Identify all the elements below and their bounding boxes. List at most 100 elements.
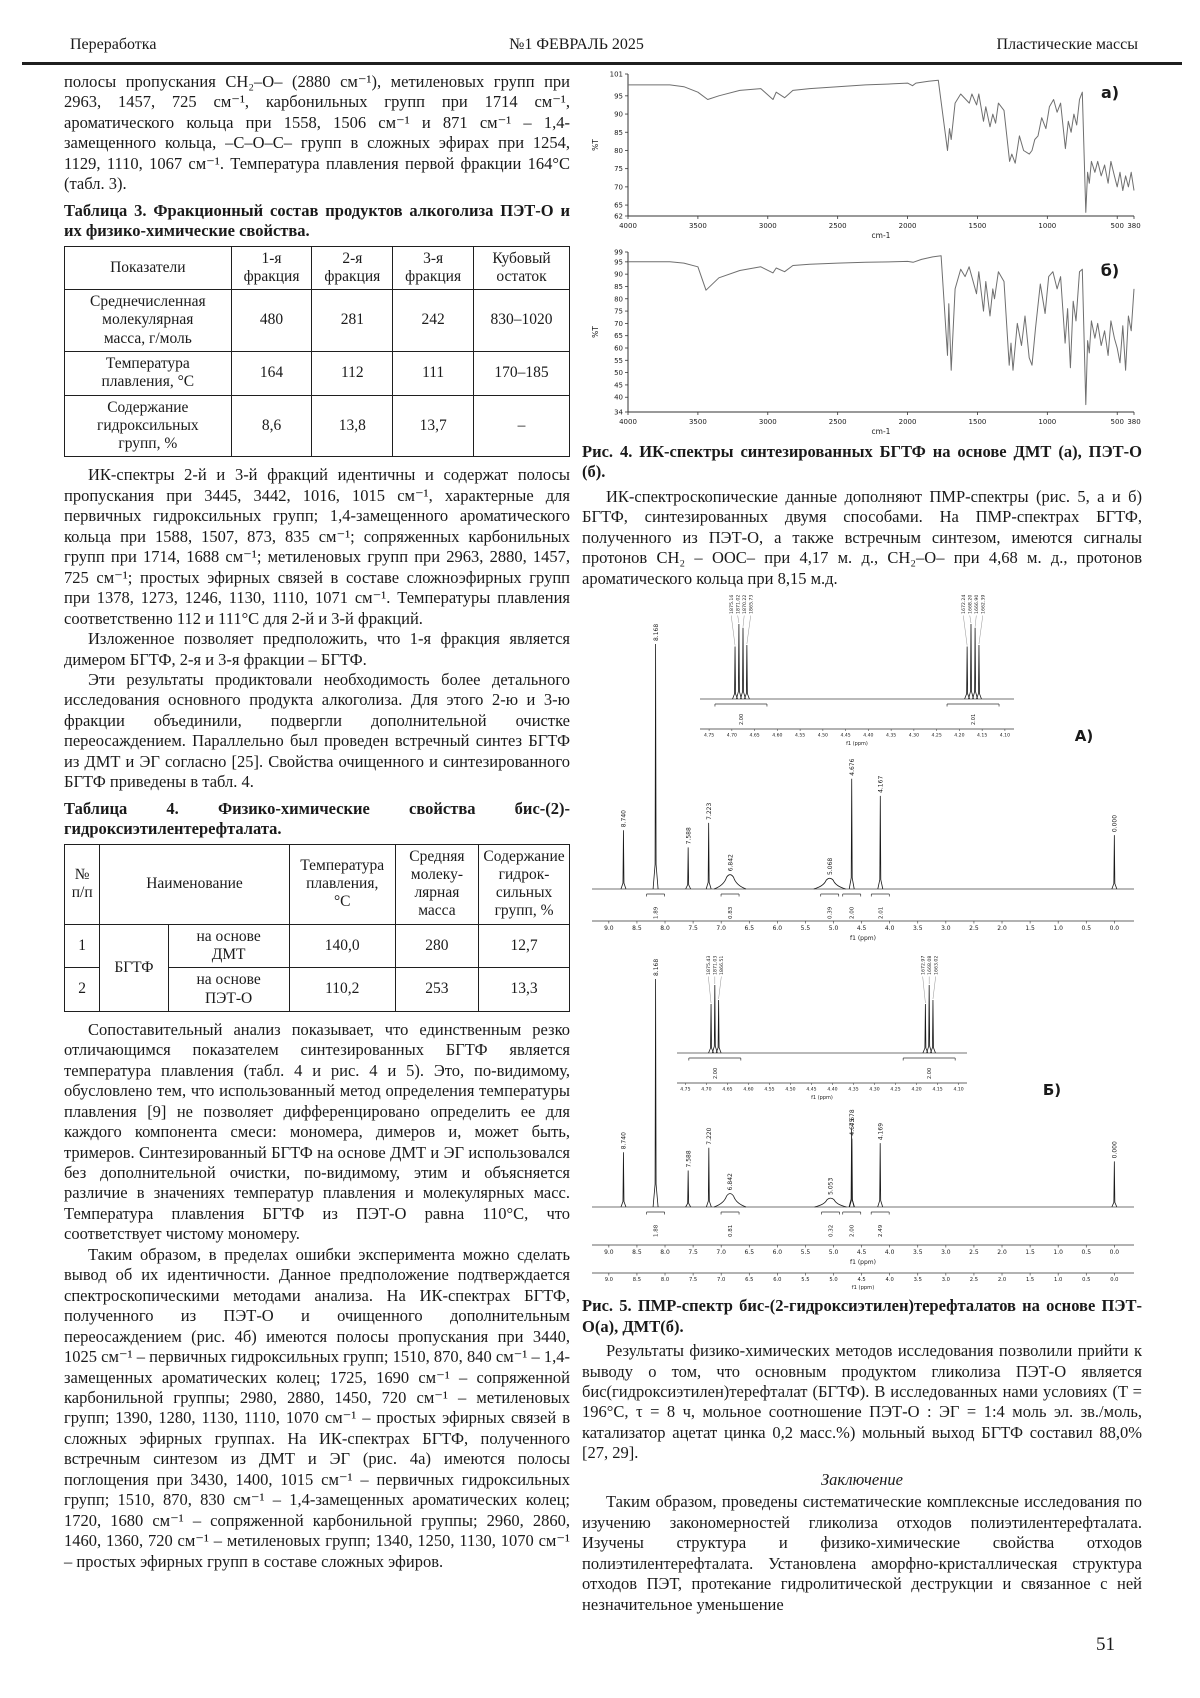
paragraph: ИК-спектры 2-й и 3-й фракций идентичны и… bbox=[64, 465, 570, 628]
svg-text:6.5: 6.5 bbox=[745, 1277, 753, 1283]
svg-text:8.740: 8.740 bbox=[621, 1132, 628, 1149]
paragraph: полосы пропускания CH₂–O– (2880 см⁻¹), м… bbox=[64, 72, 570, 194]
table-row: Содержание гидроксильных групп, % 8,6 13… bbox=[64, 394, 570, 458]
svg-text:5.068: 5.068 bbox=[827, 858, 834, 875]
svg-text:9.0: 9.0 bbox=[604, 1249, 614, 1256]
svg-text:6.842: 6.842 bbox=[727, 1173, 734, 1190]
svg-text:4.75: 4.75 bbox=[704, 733, 714, 739]
table-cell: 253 bbox=[394, 967, 480, 1012]
table-cell: 242 bbox=[392, 289, 475, 353]
svg-text:Б): Б) bbox=[1043, 1081, 1061, 1099]
svg-text:7.5: 7.5 bbox=[688, 1249, 698, 1256]
svg-text:0.5: 0.5 bbox=[1081, 1249, 1091, 1256]
svg-text:1668.20: 1668.20 bbox=[968, 595, 974, 614]
table-row: Показатели 1-я фракция 2-я фракция 3-я ф… bbox=[64, 245, 570, 291]
svg-text:0.5: 0.5 bbox=[1082, 1277, 1090, 1283]
svg-text:1500: 1500 bbox=[969, 418, 987, 426]
svg-text:1.5: 1.5 bbox=[1026, 1277, 1034, 1283]
svg-text:4.55: 4.55 bbox=[795, 733, 805, 739]
svg-text:2000: 2000 bbox=[899, 418, 917, 426]
svg-text:4.167: 4.167 bbox=[877, 776, 884, 793]
table-header-cell: Наименование bbox=[99, 843, 290, 925]
table-header-cell: 1-я фракция bbox=[230, 245, 313, 291]
svg-text:3.0: 3.0 bbox=[942, 1277, 950, 1283]
svg-text:99: 99 bbox=[614, 249, 623, 257]
svg-text:4.70: 4.70 bbox=[701, 1087, 711, 1093]
svg-text:2.00: 2.00 bbox=[713, 1068, 719, 1079]
svg-text:380: 380 bbox=[1127, 222, 1140, 230]
paragraph: Таким образом, в пределах ошибки экспери… bbox=[64, 1244, 570, 1571]
table-cell: 480 bbox=[230, 289, 313, 353]
svg-text:8.740: 8.740 bbox=[621, 810, 628, 827]
table-header-cell: Кубовый остаток bbox=[473, 245, 570, 291]
svg-text:1672.24: 1672.24 bbox=[961, 595, 967, 614]
svg-text:4.45: 4.45 bbox=[806, 1087, 816, 1093]
table-cell: 8,6 bbox=[230, 394, 313, 458]
svg-text:5.0: 5.0 bbox=[829, 1249, 839, 1256]
svg-text:4.25: 4.25 bbox=[932, 733, 942, 739]
svg-text:4.0: 4.0 bbox=[885, 925, 895, 932]
svg-text:34: 34 bbox=[614, 409, 623, 417]
svg-text:6.5: 6.5 bbox=[744, 1249, 754, 1256]
svg-text:3.0: 3.0 bbox=[941, 925, 951, 932]
svg-text:40: 40 bbox=[614, 394, 623, 402]
svg-text:90: 90 bbox=[614, 111, 623, 119]
svg-text:1.0: 1.0 bbox=[1053, 925, 1063, 932]
svg-text:90: 90 bbox=[614, 271, 623, 279]
svg-text:4.678: 4.678 bbox=[849, 1109, 856, 1126]
svg-text:2.01: 2.01 bbox=[971, 714, 977, 725]
svg-text:0.81: 0.81 bbox=[728, 1225, 734, 1237]
table-header-cell: 2-я фракция bbox=[311, 245, 394, 291]
svg-text:4.40: 4.40 bbox=[827, 1087, 837, 1093]
svg-text:4.35: 4.35 bbox=[886, 733, 896, 739]
svg-text:4000: 4000 bbox=[619, 418, 637, 426]
table-3: Показатели 1-я фракция 2-я фракция 3-я ф… bbox=[64, 245, 570, 458]
svg-text:7.588: 7.588 bbox=[685, 1150, 692, 1167]
svg-text:2.00: 2.00 bbox=[927, 1068, 933, 1079]
svg-text:5.0: 5.0 bbox=[829, 1277, 837, 1283]
svg-text:4.65: 4.65 bbox=[749, 733, 759, 739]
svg-text:4.45: 4.45 bbox=[841, 733, 851, 739]
svg-text:4.60: 4.60 bbox=[743, 1087, 753, 1093]
svg-text:5.5: 5.5 bbox=[801, 1277, 809, 1283]
svg-text:4.30: 4.30 bbox=[909, 733, 919, 739]
svg-text:4.676: 4.676 bbox=[849, 759, 856, 776]
svg-text:3.0: 3.0 bbox=[941, 1249, 951, 1256]
table-cell: 280 bbox=[394, 923, 480, 969]
table-cell: 830–1020 bbox=[473, 289, 570, 353]
svg-text:85: 85 bbox=[614, 129, 623, 137]
paragraph: ИК-спектроскопические данные дополняют П… bbox=[582, 486, 1142, 588]
conclusion-heading: Заключение bbox=[820, 1469, 904, 1489]
svg-text:55: 55 bbox=[614, 357, 623, 365]
svg-text:5.0: 5.0 bbox=[829, 925, 839, 932]
svg-text:1500: 1500 bbox=[969, 222, 987, 230]
svg-text:0.0: 0.0 bbox=[1110, 1277, 1118, 1283]
svg-text:2.5: 2.5 bbox=[969, 925, 979, 932]
paragraph: Результаты физико-химических методов исс… bbox=[582, 1341, 1142, 1463]
table-header-cell: Показатели bbox=[64, 245, 232, 291]
svg-text:8.5: 8.5 bbox=[632, 1249, 642, 1256]
table-cell: на основе ПЭТ-О bbox=[167, 967, 290, 1012]
nmr-spectrum-panel-b: 8.740 8.168 7.588 7.220 6.842 5.053 4.6784.675… bbox=[592, 949, 1134, 1291]
figure-4-caption: Рис. 4. ИК-спектры синтезированных БГТФ … bbox=[582, 442, 1142, 482]
svg-text:1662.39: 1662.39 bbox=[981, 595, 987, 614]
svg-text:7.0: 7.0 bbox=[716, 1249, 726, 1256]
table-4-caption: Таблица 4. Физико-химические свойства би… bbox=[64, 798, 570, 839]
svg-text:7.0: 7.0 bbox=[717, 1277, 725, 1283]
table-cell: 13,7 bbox=[392, 394, 475, 458]
svg-text:1871.02: 1871.02 bbox=[736, 595, 742, 614]
svg-text:3500: 3500 bbox=[689, 418, 707, 426]
svg-text:1870.22: 1870.22 bbox=[742, 595, 748, 614]
svg-text:f1 (ppm): f1 (ppm) bbox=[850, 935, 876, 942]
svg-text:2.0: 2.0 bbox=[997, 925, 1007, 932]
svg-text:1875.43: 1875.43 bbox=[706, 956, 712, 975]
svg-text:7.223: 7.223 bbox=[706, 803, 713, 820]
table-header-cell: 3-я фракция bbox=[392, 245, 475, 291]
svg-text:8.0: 8.0 bbox=[660, 925, 670, 932]
svg-text:2.00: 2.00 bbox=[850, 1224, 856, 1237]
svg-text:4.10: 4.10 bbox=[1000, 733, 1010, 739]
svg-text:70: 70 bbox=[614, 183, 623, 191]
